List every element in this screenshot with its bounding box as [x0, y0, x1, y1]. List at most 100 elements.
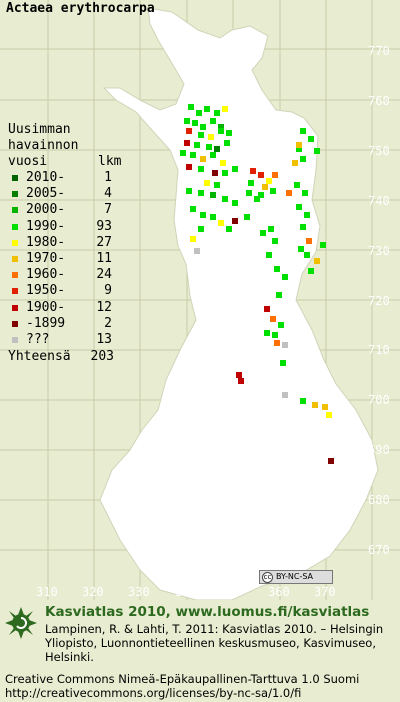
- occurrence-square: [258, 192, 264, 198]
- occurrence-square: [246, 190, 252, 196]
- occurrence-square: [222, 170, 228, 176]
- occurrence-square: [190, 236, 196, 242]
- occurrence-square: [328, 458, 334, 464]
- occurrence-square: [270, 316, 276, 322]
- occurrence-square: [248, 180, 254, 186]
- legend-swatch: [12, 207, 18, 214]
- legend-label: 1990-: [26, 218, 66, 234]
- map-title: Actaea erythrocarpa: [6, 1, 155, 16]
- legend-row: 2005- 4: [8, 186, 121, 202]
- x-tick-label: 340: [175, 585, 197, 599]
- occurrence-square: [198, 226, 204, 232]
- occurrence-square: [292, 160, 298, 166]
- occurrence-square: [206, 144, 212, 150]
- occurrence-square: [200, 156, 206, 162]
- occurrence-square: [244, 214, 250, 220]
- legend-count: 7: [104, 202, 112, 218]
- legend-count: 9: [104, 283, 112, 299]
- occurrence-square: [214, 110, 220, 116]
- license-url[interactable]: http://creativecommons.org/licenses/by-n…: [5, 686, 302, 700]
- legend-count: 4: [104, 186, 112, 202]
- cc-license-badge[interactable]: cc BY-NC-SA: [259, 570, 333, 584]
- occurrence-square: [218, 128, 224, 134]
- x-tick-label: 330: [128, 585, 150, 599]
- legend-count: 11: [96, 251, 112, 267]
- legend: Uusimman havainnon vuosi lkm 2010- 1 2005-…: [8, 122, 121, 365]
- occurrence-square: [212, 170, 218, 176]
- occurrence-square: [192, 120, 198, 126]
- occurrence-square: [304, 252, 310, 258]
- legend-swatch: [12, 223, 18, 230]
- legend-swatch: [12, 336, 18, 343]
- occurrence-square: [180, 150, 186, 156]
- occurrence-square: [326, 412, 332, 418]
- y-tick-label: 770: [368, 44, 390, 58]
- occurrence-square: [302, 190, 308, 196]
- citation: Lampinen, R. & Lahti, T. 2011: Kasviatla…: [45, 622, 384, 664]
- occurrence-square: [264, 330, 270, 336]
- legend-heading-3-right: lkm: [98, 154, 122, 169]
- legend-row: 1980- 27: [8, 235, 121, 251]
- occurrence-square: [210, 214, 216, 220]
- legend-heading-1: Uusimman: [8, 122, 71, 137]
- legend-row: 1900- 12: [8, 300, 121, 316]
- legend-label: 2010-: [26, 170, 66, 186]
- occurrence-square: [194, 248, 200, 254]
- legend-label: -1899: [26, 315, 66, 331]
- occurrence-square: [190, 206, 196, 212]
- occurrence-square: [308, 268, 314, 274]
- occurrence-square: [226, 130, 232, 136]
- occurrence-square: [254, 196, 260, 202]
- occurrence-square: [214, 146, 220, 152]
- occurrence-square: [200, 212, 206, 218]
- occurrence-square: [220, 160, 226, 166]
- license-line-1: Creative Commons Nimeä-Epäkaupallinen-Ta…: [5, 672, 360, 686]
- footer: Kasviatlas 2010, www.luomus.fi/kasviatla…: [0, 600, 400, 702]
- occurrence-square: [296, 204, 302, 210]
- occurrence-square: [188, 104, 194, 110]
- legend-swatch: [12, 304, 18, 311]
- occurrence-square: [314, 258, 320, 264]
- occurrence-square: [266, 252, 272, 258]
- legend-row: ??? 13: [8, 332, 121, 348]
- occurrence-square: [322, 404, 328, 410]
- cc-badge-text: BY-NC-SA: [276, 572, 314, 581]
- occurrence-square: [224, 140, 230, 146]
- license-text: Creative Commons Nimeä-Epäkaupallinen-Ta…: [5, 672, 359, 700]
- occurrence-square: [314, 148, 320, 154]
- occurrence-square: [286, 190, 292, 196]
- occurrence-square: [214, 182, 220, 188]
- legend-swatch: [12, 320, 18, 327]
- y-tick-label: 710: [368, 343, 390, 357]
- y-tick-label: 760: [368, 94, 390, 108]
- legend-row: -1899 2: [8, 316, 121, 332]
- legend-swatch: [12, 288, 18, 295]
- kasviatlas-logo-icon: [5, 607, 37, 639]
- x-tick-label: 350: [221, 585, 243, 599]
- occurrence-square: [208, 134, 214, 140]
- legend-label: 1960-: [26, 267, 66, 283]
- x-tick-label: 310: [36, 585, 58, 599]
- occurrence-square: [300, 128, 306, 134]
- occurrence-squares: [180, 104, 334, 464]
- occurrence-square: [200, 124, 206, 130]
- occurrence-square: [320, 242, 326, 248]
- occurrence-square: [296, 146, 302, 152]
- legend-swatch: [12, 175, 18, 182]
- legend-swatch: [12, 239, 18, 246]
- x-tick-label: 360: [268, 585, 290, 599]
- legend-label: 1950-: [26, 283, 66, 299]
- occurrence-square: [300, 156, 306, 162]
- legend-label: 1970-: [26, 251, 66, 267]
- occurrence-square: [222, 196, 228, 202]
- legend-row: 2010- 1: [8, 170, 121, 186]
- occurrence-square: [272, 238, 278, 244]
- atlas-title-link[interactable]: Kasviatlas 2010, www.luomus.fi/kasviatla…: [45, 604, 370, 620]
- y-tick-label: 720: [368, 294, 390, 308]
- occurrence-square: [262, 184, 268, 190]
- occurrence-square: [232, 218, 238, 224]
- legend-row: 1990- 93: [8, 219, 121, 235]
- legend-label: 1900-: [26, 299, 66, 315]
- occurrence-square: [282, 342, 288, 348]
- occurrence-square: [250, 168, 256, 174]
